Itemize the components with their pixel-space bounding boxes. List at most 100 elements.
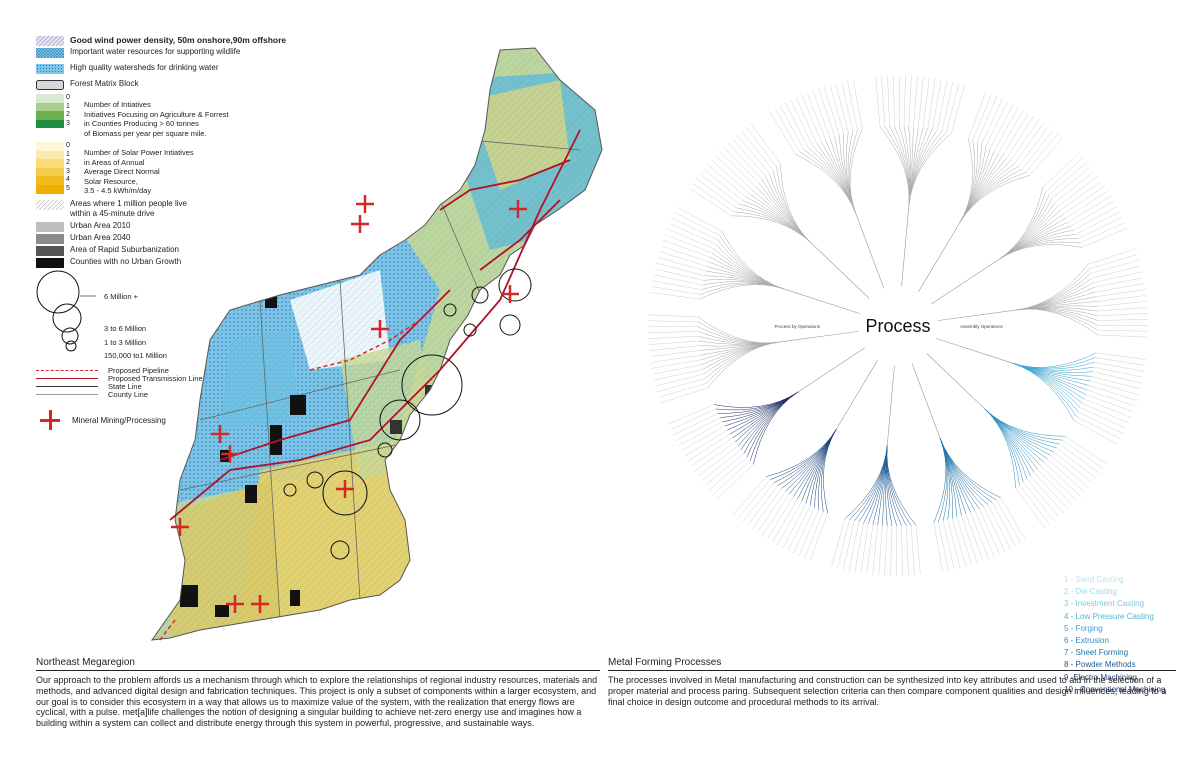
legend-swatch: 3 — [36, 167, 70, 177]
legend-swatch-number: 1 — [66, 150, 70, 158]
no-growth-swatch — [36, 257, 64, 268]
legend-swatch: 5 — [36, 184, 70, 194]
legend-water-wildlife: Important water resources for supporting… — [36, 48, 296, 60]
legend-mining-label: Mineral Mining/Processing — [72, 415, 166, 425]
legend-watersheds: High quality watersheds for drinking wat… — [36, 64, 296, 76]
process-legend-item: 10 - Conventional Machining — [1064, 684, 1166, 694]
legend-state-line: State Line — [36, 382, 236, 391]
urban2040-swatch — [36, 233, 64, 244]
legend-people-line2: within a 45-minute drive — [70, 208, 155, 218]
right-caption-title: Metal Forming Processes — [608, 657, 1176, 671]
left-caption-body: Our approach to the problem affords us a… — [36, 675, 598, 729]
legend-mining: Mineral Mining/Processing — [40, 410, 166, 430]
initiatives-description: Number of Intiatives Initiatives Focusin… — [70, 94, 229, 138]
legend-swatch-number: 5 — [66, 184, 70, 192]
population-circle-6m — [401, 354, 463, 416]
legend-swatch-row: 4 — [36, 176, 70, 185]
legend-swatch-row: 0 — [36, 142, 70, 151]
legend-forest-block-label: Forest Matrix Block — [70, 79, 139, 88]
circle-1-to-3-million — [61, 327, 79, 345]
solar-line: Number of Solar Power Intiatives — [84, 148, 194, 157]
process-legend-item: 9 -Electro Machining — [1064, 672, 1137, 682]
legend-swatch: 3 — [36, 119, 70, 129]
legend-swatch-number: 0 — [66, 94, 70, 101]
tree-leaves — [648, 76, 1148, 576]
legend-transmission: Proposed Transmission Line — [36, 373, 236, 383]
left-caption-title: Northeast Megaregion — [36, 657, 600, 671]
legend-swatch-row: 2 — [36, 159, 70, 168]
legend-swatch-number: 4 — [66, 176, 70, 184]
legend-wind-label: Good wind power density, 50m onshore,90m… — [70, 35, 287, 45]
process-legend-item: 7 - Sheet Forming — [1064, 648, 1129, 658]
tree-center-label: Process — [865, 316, 930, 336]
legend-swatch-row: 3 — [36, 167, 70, 177]
legend-forest-block: Forest Matrix Block — [36, 80, 296, 92]
northeast-megaregion-map — [151, 47, 603, 641]
legend-swatch-row: 3 — [36, 119, 70, 129]
process-legend-item: 5 - Forging — [1064, 623, 1103, 633]
solar-description: Number of Solar Power Intiatives in Area… — [70, 142, 194, 196]
process-legend-item: 2 - Die Casting — [1064, 587, 1117, 597]
mining-cross-icon — [40, 410, 60, 430]
circle-label: 3 to 6 Million — [104, 324, 147, 333]
legend-people-line1: Areas where 1 million people live — [70, 198, 187, 208]
circle-150k-to-1-million — [65, 340, 77, 352]
process-legend-item: 6 - Extrusion — [1064, 636, 1109, 646]
legend-county-line-label: County Line — [108, 389, 149, 399]
legend-pipeline-label: Proposed Pipeline — [108, 365, 169, 375]
legend-swatch-row: 1 — [36, 150, 70, 160]
process-color-legend: 1 - Sand Casting 2 - Die Casting 3 - Inves… — [1064, 574, 1165, 696]
transmission-swatch — [36, 377, 98, 379]
lines-legend: Proposed Pipeline Proposed Transmission … — [36, 365, 236, 399]
solar-line: in Areas of Annual — [84, 157, 145, 167]
legend-suburban-label: Area of Rapid Suburbanization — [70, 244, 179, 254]
legend-wind: Good wind power density, 50m onshore,90m… — [36, 36, 296, 48]
circle-label: 150,000 to1 Million — [104, 351, 167, 360]
legend-swatch-number: 3 — [66, 167, 70, 175]
legend-swatch: 0 — [36, 142, 70, 151]
pipeline-swatch — [36, 369, 98, 371]
legend-swatch-row: 2 — [36, 111, 70, 120]
solar-line: Solar Resource, — [84, 176, 138, 186]
forest-block-swatch — [36, 80, 64, 90]
legend-swatch: 2 — [36, 111, 70, 120]
legend-no-growth-label: Counties with no Urban Growth — [70, 256, 182, 266]
process-legend-item: 3 - Investment Casting — [1064, 599, 1145, 609]
process-legend-item: 4 - Low Pressure Casting — [1064, 611, 1154, 621]
process-legend-item: 1 - Sand Casting — [1064, 575, 1124, 584]
legend-swatch: 4 — [36, 176, 70, 185]
legend-pipeline: Proposed Pipeline — [36, 365, 236, 375]
legend-swatch-number: 3 — [66, 119, 70, 127]
legend-watersheds-label: High quality watersheds for drinking wat… — [70, 63, 219, 72]
initiatives-line: Number of Intiatives — [84, 100, 151, 109]
process-legend-item: 8 - Powder Methods — [1064, 660, 1136, 670]
legend-people: Areas where 1 million people live within… — [36, 198, 296, 220]
branch-label: Assembly Operations — [960, 324, 1004, 329]
legend-transmission-label: Proposed Transmission Line — [108, 373, 203, 383]
initiatives-line: Initiatives Focusing on Agriculture & Fo… — [84, 109, 229, 119]
metal-forming-process-tree: Process Process by Operations Assembly O… — [648, 76, 1148, 576]
branch-label: Process by Operations — [774, 324, 820, 329]
legend-urban2010-label: Urban Area 2010 — [70, 220, 131, 230]
legend-swatch: 1 — [36, 102, 70, 112]
legend-swatch: 2 — [36, 159, 70, 168]
legend-swatch-row: 1 — [36, 102, 70, 112]
legend-swatch-row: 5 — [36, 184, 70, 194]
legend-urban2010: Urban Area 2010 — [36, 220, 296, 234]
legend-urban2040: Urban Area 2040 — [36, 233, 296, 246]
circle-6-million — [36, 270, 80, 314]
circle-3-to-6-million — [52, 303, 82, 333]
solar-line: 3.5 - 4.5 kWh/m/day — [84, 186, 152, 195]
urban2010-swatch — [36, 221, 64, 232]
circle-label: 6 Million + — [104, 292, 138, 301]
initiatives-line: in Counties Producing > 60 tonnes — [84, 119, 199, 128]
legend-swatch-number: 2 — [66, 159, 70, 167]
circle-label: 1 to 3 Million — [104, 338, 147, 347]
legend-no-growth: Counties with no Urban Growth — [36, 256, 296, 270]
population-circles-legend: 6 Million + 3 to 6 Million 1 to 3 Millio… — [36, 268, 276, 363]
right-caption-body: The processes involved in Metal manufact… — [608, 675, 1167, 707]
